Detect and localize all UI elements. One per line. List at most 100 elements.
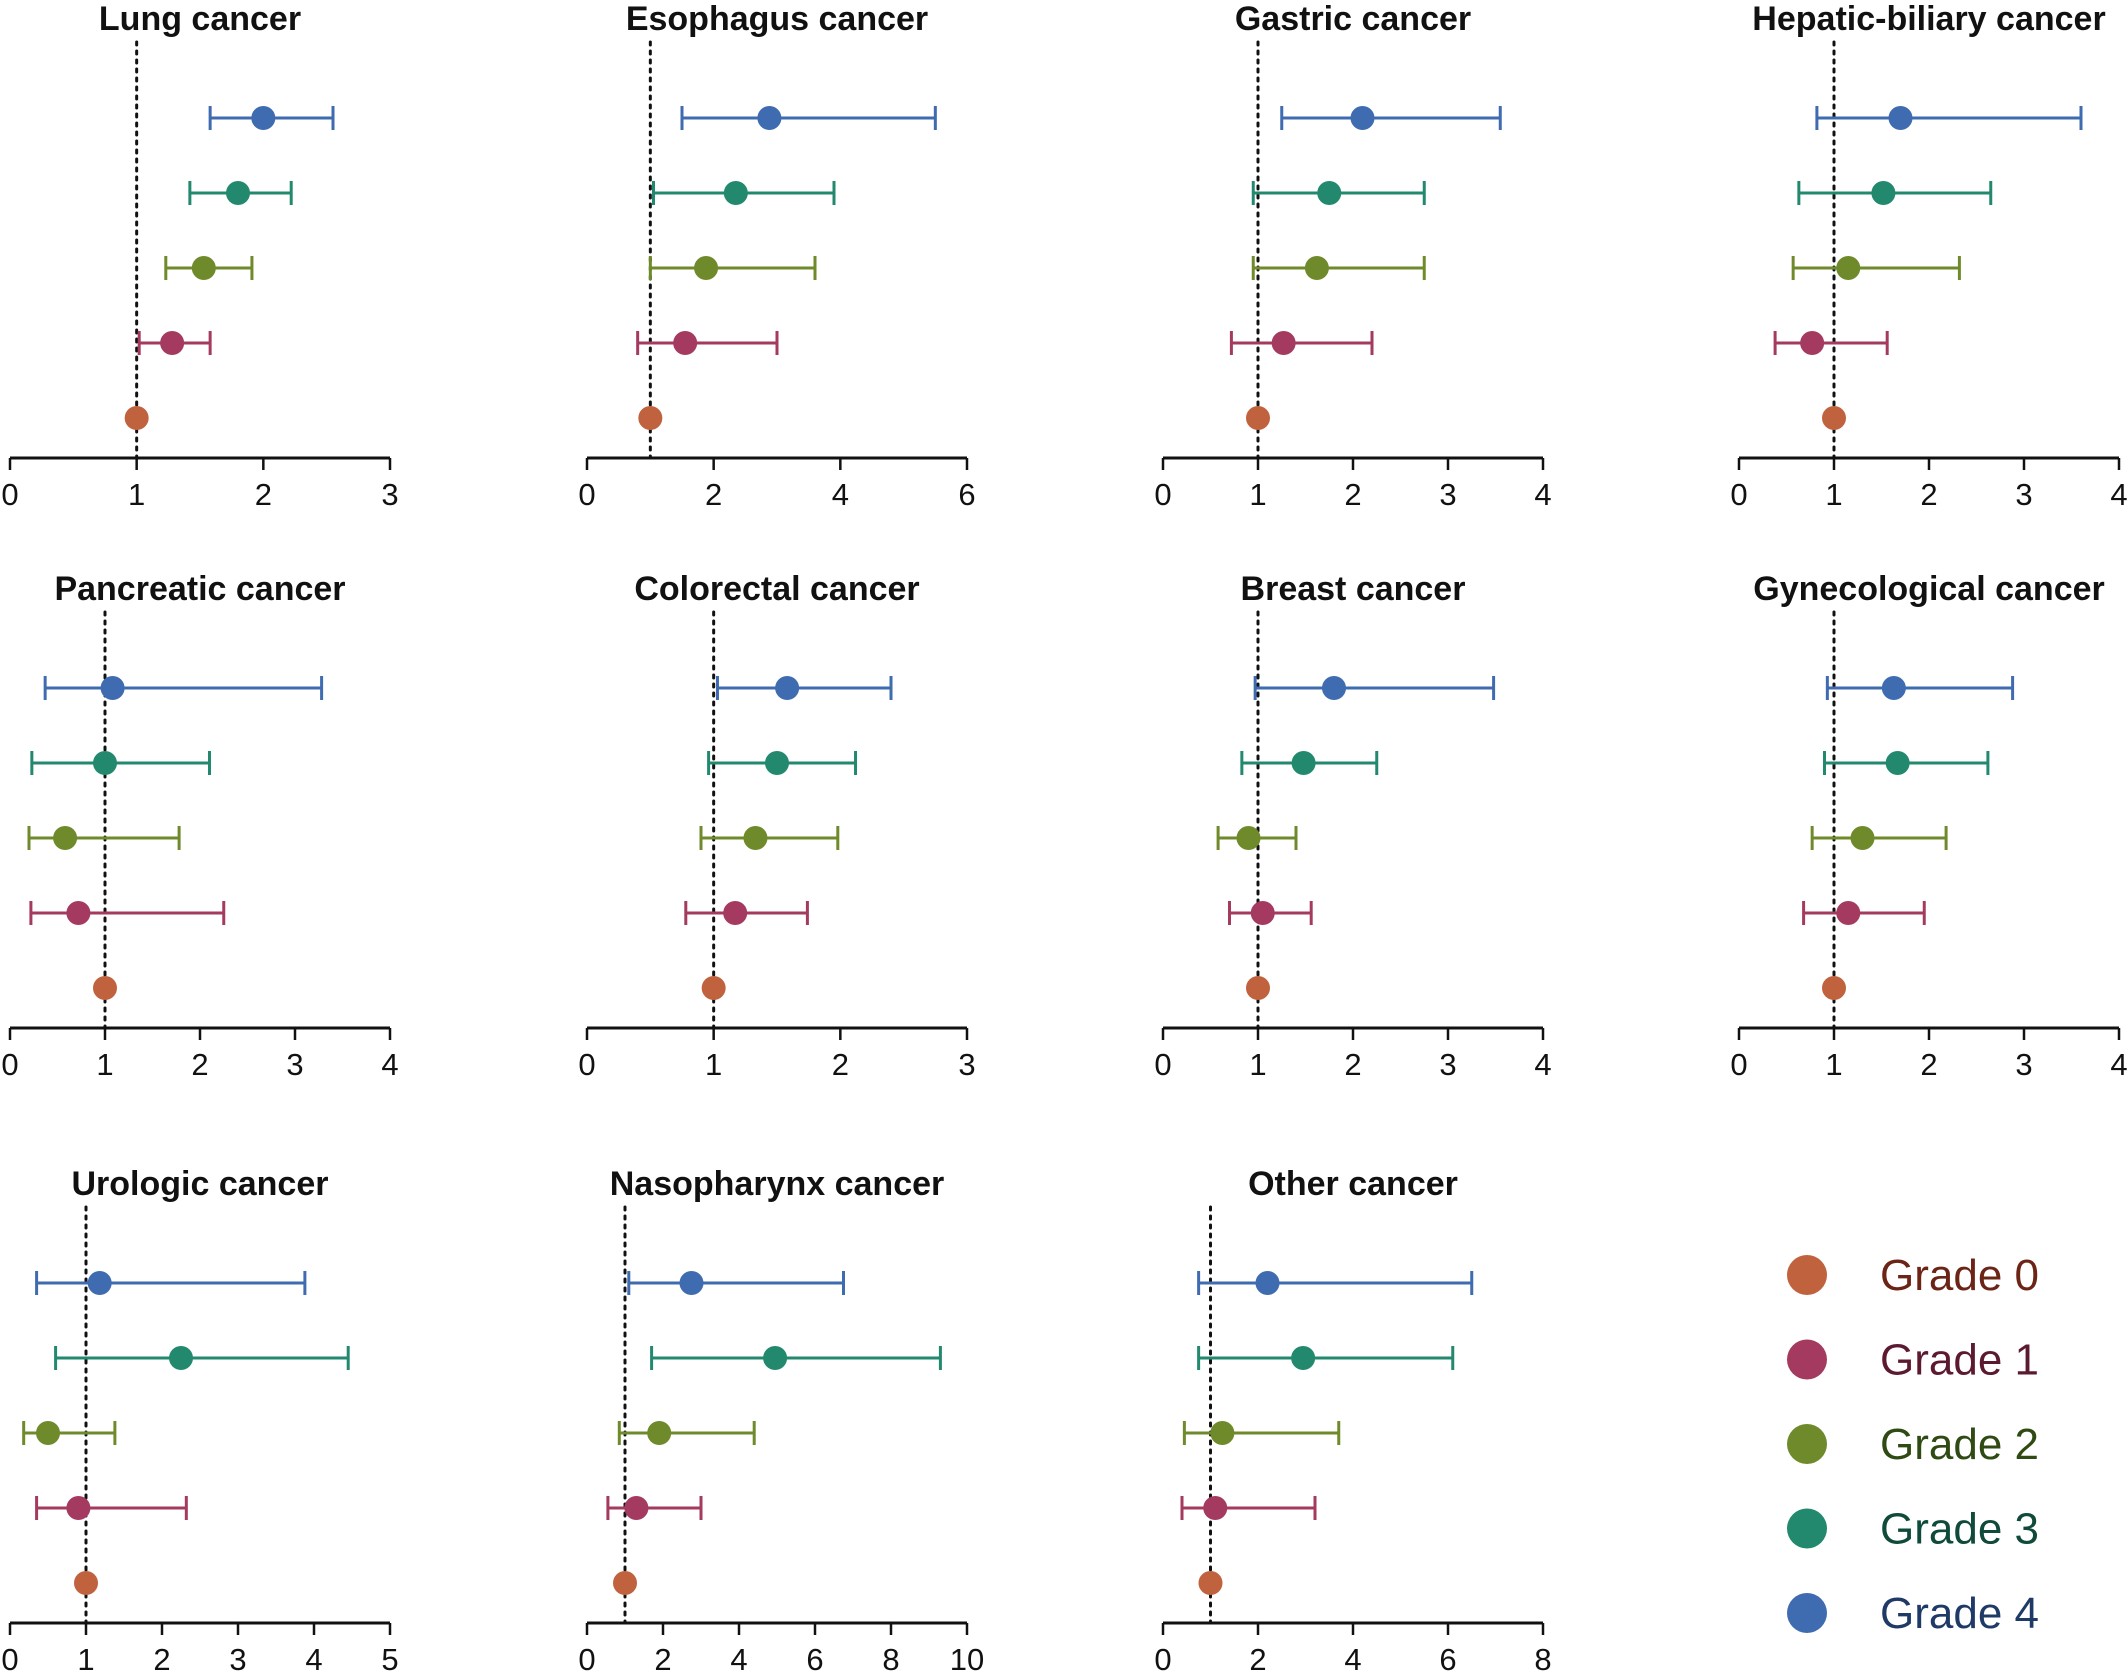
x-tick-label: 0 — [1730, 477, 1747, 512]
point-grade-2 — [191, 256, 216, 280]
point-grade-1 — [1250, 901, 1275, 925]
legend-marker-grade-1 — [1787, 1339, 1827, 1380]
panel-title: Breast cancer — [1241, 570, 1466, 608]
x-tick-label: 2 — [654, 1642, 671, 1671]
point-grade-1 — [1271, 331, 1296, 355]
legend-marker-grade-3 — [1787, 1508, 1827, 1549]
x-tick-label: 0 — [1, 1642, 18, 1671]
legend-item-grade-0: Grade 0 — [1787, 1251, 2039, 1300]
x-tick-label: 3 — [1439, 1047, 1456, 1082]
x-tick-label: 2 — [705, 477, 722, 512]
x-tick-label: 6 — [1439, 1642, 1456, 1671]
x-tick-label: 4 — [1344, 1642, 1361, 1671]
x-tick-label: 2 — [255, 477, 272, 512]
point-grade-1 — [160, 331, 185, 355]
x-tick-label: 0 — [1, 1047, 18, 1082]
x-tick-label: 3 — [381, 477, 398, 512]
panel-pancreatic-cancer: Pancreatic cancer 0 1 2 3 4 — [1, 570, 398, 1082]
x-tick-label: 10 — [950, 1642, 984, 1671]
panel-title: Lung cancer — [99, 0, 301, 38]
point-grade-4 — [775, 676, 800, 700]
point-grade-0 — [93, 976, 117, 1000]
point-grade-1 — [66, 1496, 91, 1520]
point-grade-2 — [1836, 256, 1861, 280]
x-tick-label: 4 — [1534, 477, 1551, 512]
panel-gastric-cancer: Gastric cancer 0 1 2 3 4 — [1154, 0, 1551, 512]
point-grade-1 — [673, 331, 698, 355]
point-grade-1 — [723, 901, 748, 925]
panel-urologic-cancer: Urologic cancer 0 1 2 3 4 5 — [1, 1165, 398, 1671]
x-tick-label: 1 — [1249, 1047, 1266, 1082]
point-grade-2 — [1850, 826, 1875, 850]
point-grade-3 — [765, 751, 789, 775]
x-tick-label: 4 — [730, 1642, 747, 1671]
x-tick-label: 3 — [958, 1047, 975, 1082]
x-tick-label: 0 — [1154, 1047, 1171, 1082]
x-tick-label: 1 — [96, 1047, 113, 1082]
x-tick-label: 4 — [381, 1047, 398, 1082]
point-grade-3 — [763, 1346, 788, 1370]
panel-title: Urologic cancer — [72, 1165, 329, 1203]
panel-title: Hepatic-biliary cancer — [1752, 0, 2105, 38]
point-grade-4 — [679, 1271, 704, 1295]
x-tick-label: 0 — [1154, 1642, 1171, 1671]
point-grade-0 — [1246, 976, 1270, 1000]
panel-title: Other cancer — [1248, 1165, 1458, 1203]
x-tick-label: 6 — [806, 1642, 823, 1671]
point-grade-0 — [613, 1571, 637, 1595]
x-tick-label: 4 — [2110, 1047, 2127, 1082]
point-grade-3 — [1291, 1346, 1316, 1370]
x-tick-label: 2 — [1249, 1642, 1266, 1671]
legend: Grade 0 Grade 1 Grade 2 Grade 3 Grade 4 — [1787, 1251, 2039, 1638]
x-tick-label: 4 — [2110, 477, 2127, 512]
x-tick-label: 1 — [1825, 477, 1842, 512]
point-grade-0 — [1822, 406, 1846, 430]
legend-marker-grade-0 — [1787, 1255, 1827, 1295]
point-grade-4 — [1322, 676, 1346, 700]
legend-item-grade-1: Grade 1 — [1787, 1336, 2039, 1385]
point-grade-2 — [36, 1421, 60, 1445]
x-tick-label: 1 — [705, 1047, 722, 1082]
point-grade-1 — [624, 1496, 649, 1520]
x-tick-label: 0 — [578, 1047, 595, 1082]
legend-item-grade-3: Grade 3 — [1787, 1505, 2039, 1554]
point-grade-0 — [1246, 406, 1270, 430]
x-tick-label: 3 — [2015, 477, 2032, 512]
point-grade-2 — [1210, 1421, 1235, 1445]
point-grade-2 — [1236, 826, 1261, 850]
point-grade-3 — [1871, 181, 1896, 205]
point-grade-2 — [53, 826, 78, 850]
panel-title: Gynecological cancer — [1753, 570, 2105, 608]
x-tick-label: 0 — [1, 477, 18, 512]
point-grade-0 — [124, 406, 149, 430]
x-tick-label: 0 — [1730, 1047, 1747, 1082]
point-grade-4 — [1881, 676, 1906, 700]
x-tick-label: 2 — [1344, 1047, 1361, 1082]
point-grade-2 — [1304, 256, 1329, 280]
legend-marker-grade-4 — [1787, 1593, 1827, 1633]
panel-title: Gastric cancer — [1235, 0, 1471, 38]
point-grade-3 — [1885, 751, 1910, 775]
panel-title: Colorectal cancer — [634, 570, 919, 608]
point-grade-3 — [226, 181, 250, 205]
panel-nasopharynx-cancer: Nasopharynx cancer 0 2 4 6 8 10 — [578, 1165, 984, 1671]
x-tick-label: 8 — [1534, 1642, 1551, 1671]
point-grade-4 — [1255, 1271, 1280, 1295]
panel-breast-cancer: Breast cancer 0 1 2 3 4 — [1154, 570, 1551, 1082]
legend-label: Grade 2 — [1880, 1420, 2039, 1469]
legend-label: Grade 0 — [1880, 1251, 2039, 1300]
point-grade-4 — [100, 676, 125, 700]
point-grade-0 — [638, 406, 663, 430]
point-grade-0 — [701, 976, 726, 1000]
point-grade-3 — [1291, 751, 1316, 775]
point-grade-4 — [251, 106, 276, 130]
panel-title: Pancreatic cancer — [54, 570, 345, 608]
x-tick-label: 3 — [229, 1642, 246, 1671]
point-grade-1 — [1836, 901, 1861, 925]
point-grade-4 — [87, 1271, 112, 1295]
panel-hepatic-biliary-cancer: Hepatic-biliary cancer 0 1 2 3 4 — [1730, 0, 2127, 512]
point-grade-3 — [723, 181, 748, 205]
panel-gynecological-cancer: Gynecological cancer 0 1 2 3 4 — [1730, 570, 2127, 1082]
x-tick-label: 1 — [1825, 1047, 1842, 1082]
x-tick-label: 0 — [1154, 477, 1171, 512]
